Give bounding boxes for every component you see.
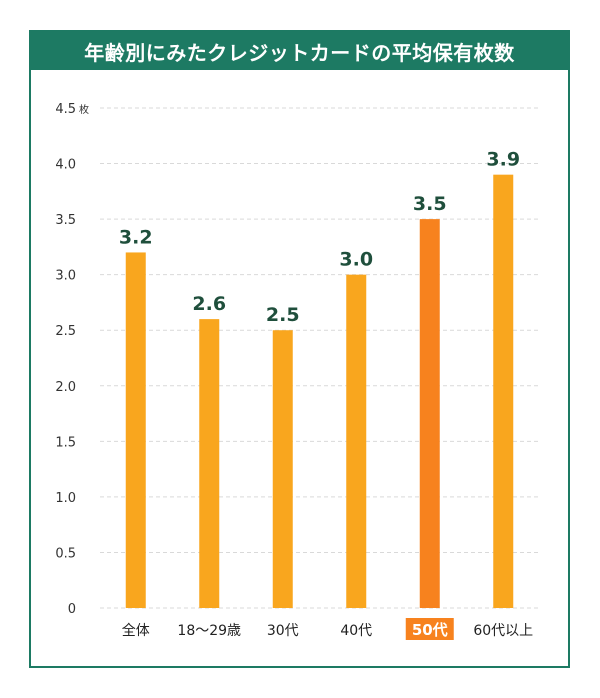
- y-unit-label: 枚: [79, 103, 89, 116]
- bar: [419, 219, 440, 608]
- y-tick-label: 4.5: [55, 102, 76, 117]
- data-label: 3.9: [486, 149, 520, 171]
- highlight-badge: [405, 618, 454, 640]
- data-label: 2.6: [192, 293, 226, 315]
- bar: [346, 274, 367, 608]
- bar: [125, 252, 146, 608]
- bar: [199, 319, 220, 608]
- x-tick-label: 50代: [412, 621, 448, 639]
- y-tick-label: 3.0: [55, 269, 76, 284]
- bar: [493, 174, 514, 608]
- data-label: 2.5: [266, 304, 300, 326]
- title-bar: 年齢別にみたクレジットカードの平均保有枚数: [31, 32, 568, 70]
- y-tick-label: 4.0: [55, 158, 76, 173]
- chart-frame: 年齢別にみたクレジットカードの平均保有枚数: [29, 30, 570, 668]
- y-tick-label: 1.5: [55, 435, 76, 450]
- chart-title: 年齢別にみたクレジットカードの平均保有枚数: [84, 40, 515, 65]
- data-label: 3.2: [119, 226, 153, 248]
- bar: [272, 330, 293, 608]
- y-tick-label: 0.5: [55, 546, 76, 561]
- x-tick-label: 全体: [122, 622, 150, 639]
- x-tick-label: 60代以上: [473, 623, 533, 639]
- x-tick-label: 40代: [340, 623, 372, 639]
- y-tick-label: 1.0: [55, 491, 76, 506]
- y-tick-label: 2.5: [55, 324, 76, 339]
- y-tick-label: 3.5: [55, 213, 76, 228]
- x-tick-label: 18〜29歳: [177, 623, 241, 639]
- y-tick-label: 2.0: [55, 380, 76, 395]
- data-label: 3.5: [413, 193, 447, 215]
- y-tick-label: 0: [68, 602, 76, 617]
- x-tick-label: 30代: [267, 623, 299, 639]
- data-label: 3.0: [339, 249, 373, 271]
